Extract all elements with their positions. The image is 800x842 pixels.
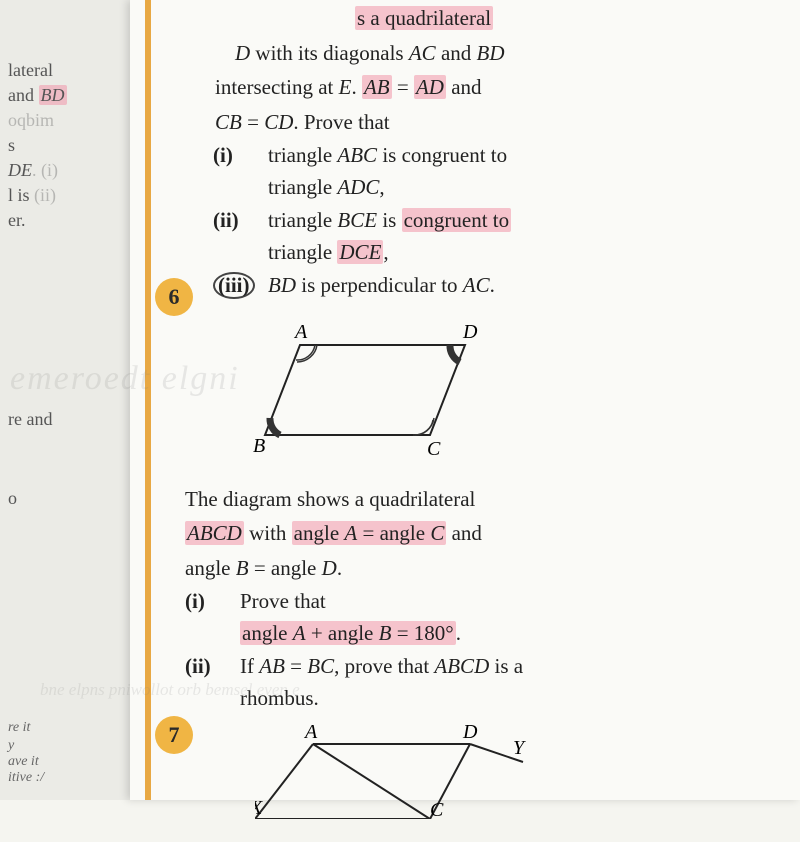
margin-text: DE. (i) — [8, 160, 125, 181]
question-number-badge: 7 — [155, 716, 193, 754]
vertex-label: D — [462, 724, 478, 743]
highlighted-text: s a quadrilateral — [355, 6, 493, 30]
roman-list: (i) Prove that angle A + angle B = 180°.… — [185, 586, 785, 714]
quadrilateral-diagram-2: A D Y X C — [255, 724, 785, 824]
roman-numeral: (ii) — [185, 651, 240, 714]
body-text: D with its diagonals AC and BD — [235, 37, 785, 70]
vertex-label: D — [462, 321, 478, 343]
roman-numeral: (ii) — [213, 205, 268, 268]
margin-text: l is (ii) — [8, 185, 125, 206]
handwriting: y — [8, 738, 14, 754]
vertex-label: Y — [513, 737, 526, 759]
list-item-text: If AB = BC, prove that ABCD is a rhombus… — [240, 651, 785, 714]
margin-text: re and — [8, 409, 125, 430]
roman-numeral: (i) — [185, 586, 240, 649]
list-item-text: Prove that angle A + angle B = 180°. — [240, 586, 785, 649]
handwriting: ave it — [8, 754, 39, 770]
main-content: s a quadrilateral D with its diagonals A… — [185, 0, 785, 842]
question-number-badge: 6 — [155, 278, 193, 316]
vertex-label: B — [253, 435, 265, 457]
body-text: The diagram shows a quadrilateral — [185, 483, 785, 516]
body-text: ABCD with angle A = angle C and — [185, 517, 785, 550]
margin-faded: oqbim — [8, 110, 125, 131]
margin-text: o — [8, 488, 125, 509]
body-text: intersecting at E. AB = AD and — [215, 71, 785, 104]
margin-text: and BD — [8, 85, 125, 106]
parallelogram-diagram: A D B C — [245, 320, 785, 465]
list-item-text: triangle ABC is congruent to triangle AD… — [268, 140, 785, 203]
vertex-label: A — [303, 724, 318, 743]
roman-numeral: (i) — [213, 140, 268, 203]
vertex-label: C — [430, 799, 444, 819]
handwriting: itive :/ — [8, 770, 44, 786]
body-text: CB = CD. Prove that — [215, 106, 785, 139]
vertex-label: A — [293, 321, 308, 343]
list-item-text: BD is perpendicular to AC. — [268, 270, 785, 302]
body-text: angle B = angle D. — [185, 552, 785, 585]
vertex-label: X — [255, 797, 263, 819]
vertex-label: C — [427, 438, 441, 460]
margin-text: er. — [8, 210, 125, 231]
roman-numeral: (iii) — [213, 270, 268, 302]
orange-margin-bar — [145, 0, 151, 800]
margin-text: s — [8, 135, 125, 156]
left-margin-column: lateral and BD oqbim s DE. (i) l is (ii)… — [0, 0, 130, 800]
margin-text: lateral — [8, 60, 125, 81]
handwriting: re it — [8, 720, 30, 736]
list-item-text: triangle BCE is congruent to triangle DC… — [268, 205, 785, 268]
roman-list: (i) triangle ABC is congruent to triangl… — [213, 140, 785, 302]
